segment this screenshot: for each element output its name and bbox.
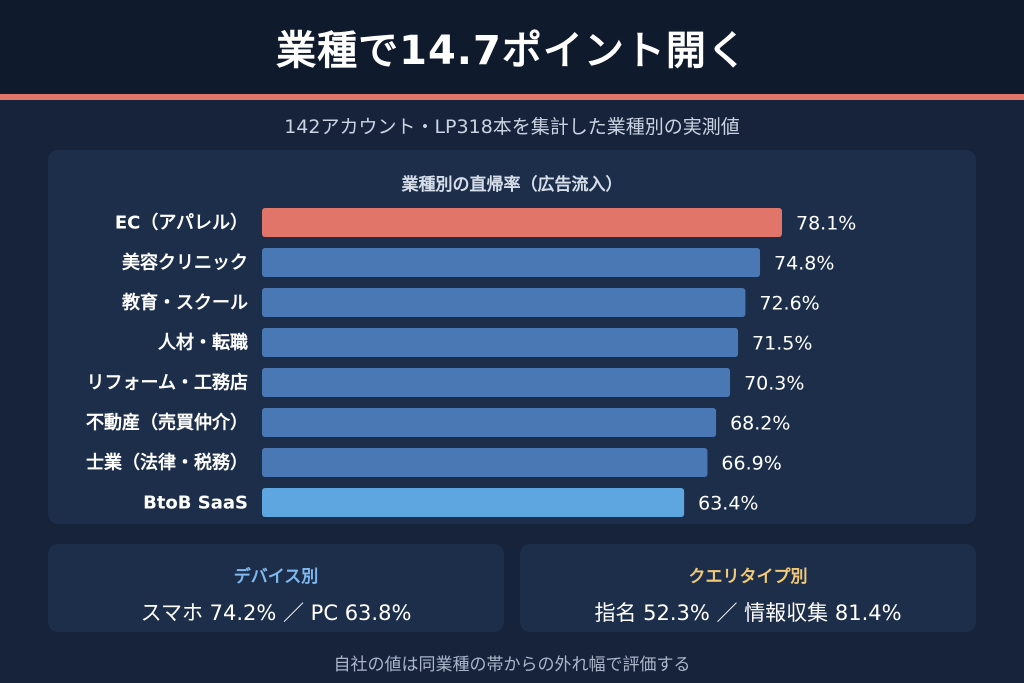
chart-panel: 業種別の直帰率（広告流入） EC（アパレル） 78.1% 美容クリニック 74.8% 教… [48, 150, 976, 524]
device-card-title: デバイス別 [233, 567, 319, 587]
value-label: 71.5% [752, 333, 812, 355]
value-label: 68.2% [730, 413, 790, 435]
category-label: リフォーム・工務店 [87, 372, 248, 394]
page-title: 業種で14.7ポイント開く [276, 28, 748, 74]
header: 業種で14.7ポイント開く [0, 0, 1024, 94]
query-card-title: クエリタイプ別 [688, 567, 808, 587]
query-card-value: 指名 52.3% ／ 情報収集 81.4% [594, 601, 902, 625]
category-label: 美容クリニック [122, 252, 248, 274]
bar [262, 288, 746, 317]
category-label: 人材・転職 [158, 332, 248, 354]
value-label: 63.4% [698, 493, 758, 515]
value-label: 78.1% [796, 213, 856, 235]
device-card: デバイス別 スマホ 74.2% ／ PC 63.8% [48, 544, 504, 632]
bar [262, 488, 685, 517]
chart-title: 業種別の直帰率（広告流入） [401, 175, 623, 195]
category-label: 士業（法律・税務） [86, 452, 248, 474]
query-card: クエリタイプ別 指名 52.3% ／ 情報収集 81.4% [520, 544, 976, 632]
value-label: 74.8% [774, 253, 834, 275]
subtitle: 142アカウント・LP318本を集計した業種別の実測値 [284, 116, 740, 138]
value-label: 66.9% [721, 453, 781, 475]
device-card-value: スマホ 74.2% ／ PC 63.8% [140, 601, 412, 625]
bar [262, 448, 708, 477]
bar [262, 208, 782, 237]
bar [262, 408, 717, 437]
bar-chart: EC（アパレル） 78.1% 美容クリニック 74.8% 教育・スクール 72.6% 人材・… [86, 208, 856, 517]
bar [262, 248, 761, 277]
value-label: 72.6% [759, 293, 819, 315]
footnote: 自社の値は同業種の帯からの外れ幅で評価する [333, 655, 691, 675]
value-label: 70.3% [744, 373, 804, 395]
category-label: BtoB SaaS [143, 493, 248, 514]
accent-divider [0, 94, 1024, 100]
category-label: 教育・スクール [122, 292, 248, 314]
bar [262, 368, 731, 397]
bar [262, 328, 739, 357]
category-label: EC（アパレル） [115, 213, 248, 234]
category-label: 不動産（売買仲介） [86, 412, 248, 434]
